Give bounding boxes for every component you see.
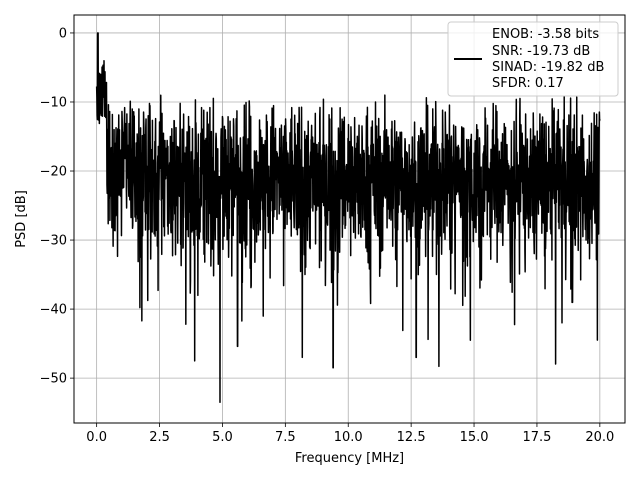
x-axis-label: Frequency [MHz] — [295, 451, 404, 466]
legend-entry-enob: ENOB: -3.58 bits — [492, 27, 599, 42]
x-tick-label: 10.0 — [334, 430, 363, 445]
x-tick-label: 20.0 — [585, 430, 614, 445]
psd-series-line — [95, 32, 601, 404]
y-tick-label: −40 — [40, 303, 67, 318]
legend-box — [447, 21, 619, 97]
y-axis-label: PSD [dB] — [14, 190, 29, 248]
x-tick-label: 15.0 — [460, 430, 489, 445]
y-axis-ticks: 0 −10 −20 −30 −40 −50 — [40, 26, 74, 387]
x-tick-label: 2.5 — [149, 430, 170, 445]
y-tick-label: −10 — [40, 95, 67, 110]
y-tick-label: −20 — [40, 165, 67, 180]
psd-trace-group — [95, 32, 601, 404]
x-tick-label: 5.0 — [212, 430, 233, 445]
legend-entry-sfdr: SFDR: 0.17 — [492, 76, 564, 91]
x-tick-label: 0.0 — [86, 430, 107, 445]
legend: ENOB: -3.58 bits SNR: -19.73 dB SINAD: -… — [447, 21, 619, 97]
y-tick-label: 0 — [59, 26, 67, 41]
x-tick-label: 7.5 — [275, 430, 296, 445]
y-tick-label: −50 — [40, 372, 67, 387]
legend-entry-snr: SNR: -19.73 dB — [492, 44, 590, 59]
y-tick-label: −30 — [40, 234, 67, 249]
x-axis-ticks: 0.0 2.5 5.0 7.5 10.0 12.5 15.0 17.5 20.0 — [86, 423, 614, 445]
legend-entry-sinad: SINAD: -19.82 dB — [492, 60, 604, 75]
axes-frame — [73, 14, 626, 424]
x-tick-label: 17.5 — [522, 430, 551, 445]
x-tick-label: 12.5 — [397, 430, 426, 445]
